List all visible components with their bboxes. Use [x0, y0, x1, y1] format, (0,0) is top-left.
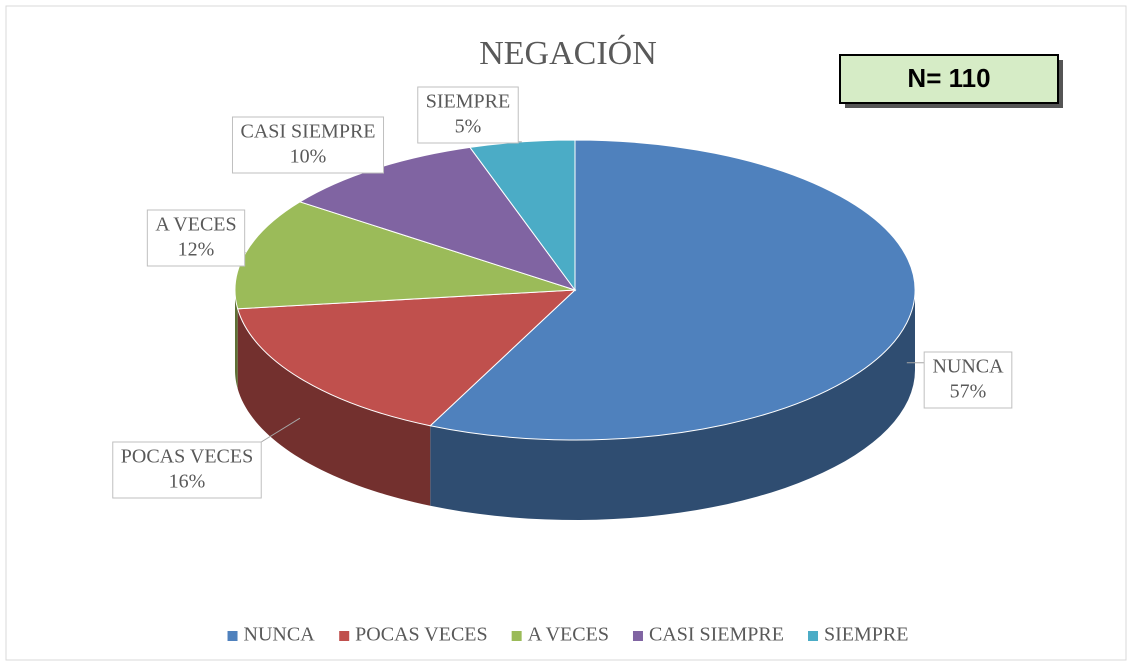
label-box	[146, 209, 246, 267]
legend-swatch	[227, 631, 238, 641]
pie-slice	[429, 139, 916, 441]
pie-slice	[237, 289, 577, 427]
label-box	[112, 441, 262, 499]
label-value: 12%	[178, 239, 215, 261]
legend-label: POCAS VECES	[355, 624, 487, 646]
label-value: 16%	[169, 471, 206, 493]
label-box	[923, 351, 1013, 409]
pie-side	[430, 290, 915, 520]
pie-side	[237, 308, 431, 506]
label-box	[417, 86, 519, 144]
data-label: POCAS VECES 16%	[112, 417, 301, 499]
pie-slice	[469, 139, 576, 292]
data-label: SIEMPRE 5%	[417, 86, 522, 144]
label-value: 5%	[455, 116, 482, 138]
legend-label: NUNCA	[244, 624, 316, 646]
label-box	[231, 116, 385, 174]
pie-slice	[234, 201, 576, 310]
chart-title: NEGACIÓN	[479, 34, 657, 72]
legend-label: SIEMPRE	[824, 624, 908, 646]
label-category: CASI SIEMPRE	[240, 121, 375, 143]
legend-swatch	[511, 631, 522, 641]
leader-line	[260, 417, 301, 443]
data-label: NUNCA 57%	[906, 351, 1013, 409]
label-category: SIEMPRE	[426, 91, 510, 113]
legend-label: A VECES	[528, 624, 609, 646]
annotation: N= 110	[907, 63, 990, 93]
pie-side	[235, 290, 238, 389]
label-value: 57%	[950, 381, 987, 403]
legend: NUNCA POCAS VECES A VECES CASI SIEMPRE SIEMP…	[227, 624, 908, 646]
label-category: A VECES	[155, 214, 236, 236]
legend-swatch	[808, 631, 819, 641]
annotation-box	[839, 54, 1059, 104]
legend-label: CASI SIEMPRE	[649, 624, 784, 646]
label-value: 10%	[290, 146, 327, 168]
legend-swatch	[339, 631, 350, 641]
label-category: NUNCA	[932, 356, 1004, 378]
data-label: A VECES 12%	[146, 209, 246, 267]
data-label: CASI SIEMPRE 10%	[231, 116, 385, 174]
label-category: POCAS VECES	[121, 446, 253, 468]
legend-swatch	[632, 631, 643, 641]
